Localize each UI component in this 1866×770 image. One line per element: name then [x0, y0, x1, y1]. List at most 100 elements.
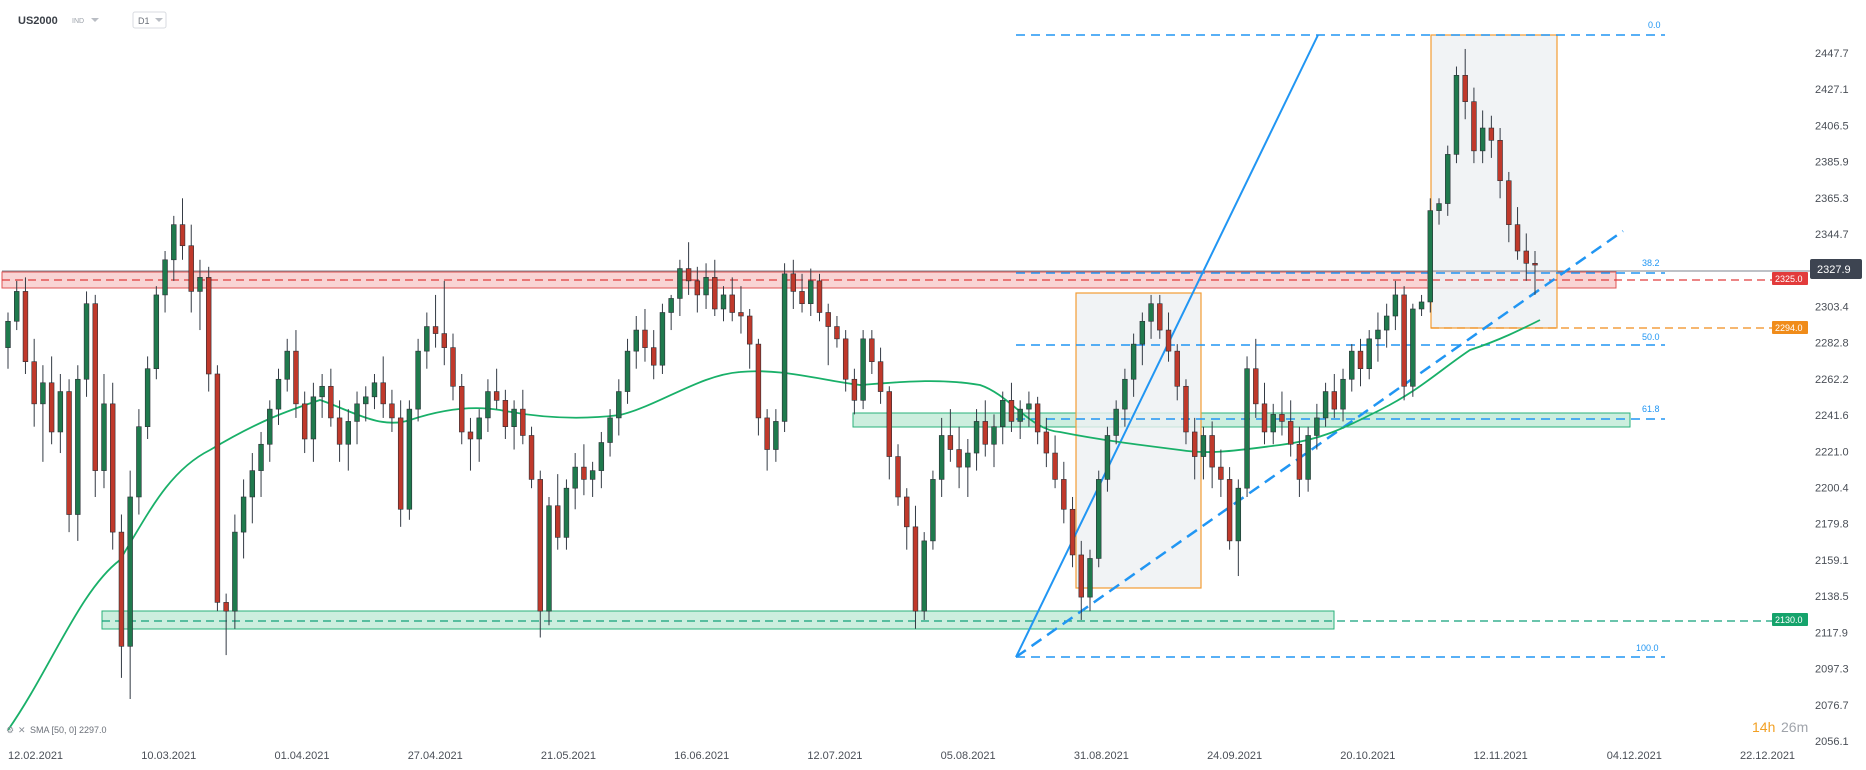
candle — [40, 365, 46, 462]
candle — [1157, 294, 1163, 339]
candle — [1235, 479, 1242, 577]
timeframe-label: D1 — [138, 16, 150, 26]
svg-text:2327.9: 2327.9 — [1817, 264, 1851, 276]
candle — [1226, 467, 1233, 550]
candle — [1471, 87, 1477, 164]
candle — [860, 330, 866, 410]
candle — [1148, 294, 1154, 339]
candle — [947, 409, 954, 462]
candle — [310, 382, 317, 462]
candle — [729, 277, 735, 322]
candle — [511, 400, 517, 450]
candle — [1165, 312, 1172, 362]
candle — [1008, 382, 1015, 432]
uptrend-line[interactable] — [1015, 229, 1624, 659]
fibonacci-levels[interactable]: 0.0 38.2 50.0 61.8 100.0 — [1016, 20, 1665, 658]
x-tick-label: 01.04.2021 — [274, 750, 329, 762]
consolidation-box-1 — [1075, 292, 1202, 589]
candle — [162, 251, 168, 313]
candle — [904, 488, 910, 550]
symbol-name[interactable]: US2000 — [18, 15, 58, 27]
x-tick-label: 20.10.2021 — [1340, 750, 1395, 762]
x-tick-label: 27.04.2021 — [408, 750, 463, 762]
candle — [1000, 391, 1006, 445]
candle — [424, 312, 430, 369]
candle — [1139, 312, 1146, 366]
candle — [755, 338, 762, 436]
current-price-badge: 2327.9 — [1810, 259, 1862, 279]
candle — [1270, 403, 1276, 445]
candle — [572, 453, 578, 510]
sma-label: SMA [50, 0] 2297.0 — [30, 725, 107, 735]
y-tick-label: 2159.1 — [1815, 555, 1849, 567]
x-tick-label: 22.12.2021 — [1740, 750, 1795, 762]
candle — [75, 365, 81, 541]
candle — [118, 514, 125, 678]
candle — [1418, 294, 1425, 317]
candle — [1296, 426, 1303, 497]
candle — [57, 373, 64, 454]
candle — [205, 266, 212, 392]
candle — [1532, 251, 1538, 295]
candle — [764, 409, 770, 471]
candle — [1366, 330, 1372, 380]
chart-header: US2000 IND D1 — [18, 11, 167, 29]
timeframe-selector[interactable] — [132, 11, 167, 29]
candle — [1034, 396, 1041, 445]
candle — [799, 273, 805, 313]
candle — [773, 409, 779, 462]
timeframe-chevron-icon[interactable] — [155, 18, 163, 22]
y-tick-label: 2117.9 — [1815, 627, 1848, 639]
candle — [1331, 373, 1338, 418]
y-tick-label: 2138.5 — [1815, 591, 1849, 603]
y-tick-label: 2344.7 — [1815, 229, 1849, 241]
price-badge-resistance: 2325.0 — [1772, 272, 1808, 285]
candle — [197, 259, 203, 331]
candle — [651, 330, 657, 380]
candle — [1314, 403, 1320, 450]
y-tick-label: 2097.3 — [1815, 664, 1849, 676]
candle — [694, 266, 701, 313]
candle — [1113, 400, 1119, 445]
y-tick-label: 2427.1 — [1815, 84, 1849, 96]
candle — [921, 532, 927, 620]
x-tick-label: 04.12.2021 — [1607, 750, 1662, 762]
symbol-dropdown-chevron-icon[interactable] — [91, 18, 99, 22]
candle — [1279, 391, 1285, 436]
y-tick-label: 2241.6 — [1815, 410, 1849, 422]
candle — [589, 461, 596, 497]
candle — [598, 431, 605, 489]
candle — [101, 373, 107, 489]
y-tick-label: 2076.7 — [1815, 700, 1849, 712]
candle — [1017, 400, 1023, 439]
candle — [293, 330, 299, 418]
support-zone-mid — [852, 412, 1631, 428]
candle — [284, 338, 290, 392]
x-tick-label: 12.11.2021 — [1474, 750, 1528, 762]
candle — [1410, 303, 1416, 397]
candle — [738, 286, 744, 334]
candle — [642, 308, 648, 362]
candle — [746, 308, 753, 369]
candle — [563, 479, 570, 550]
candle — [136, 409, 142, 515]
candle — [930, 470, 936, 550]
candle — [1174, 344, 1180, 401]
candle — [232, 514, 238, 629]
candle — [546, 496, 552, 626]
candle — [1043, 417, 1050, 468]
candle — [267, 400, 273, 462]
candle — [22, 277, 29, 374]
candle — [476, 409, 482, 462]
candle — [1122, 368, 1128, 427]
candle — [1479, 110, 1486, 164]
x-tick-label: 12.02.2021 — [8, 750, 63, 762]
candle — [781, 263, 788, 432]
candle — [48, 356, 55, 445]
indicator-legend[interactable]: ⚙ ✕ SMA [50, 0] 2297.0 — [6, 725, 107, 735]
candle — [825, 303, 831, 366]
candle — [1069, 496, 1076, 568]
candle — [555, 474, 561, 550]
candle — [816, 273, 823, 322]
